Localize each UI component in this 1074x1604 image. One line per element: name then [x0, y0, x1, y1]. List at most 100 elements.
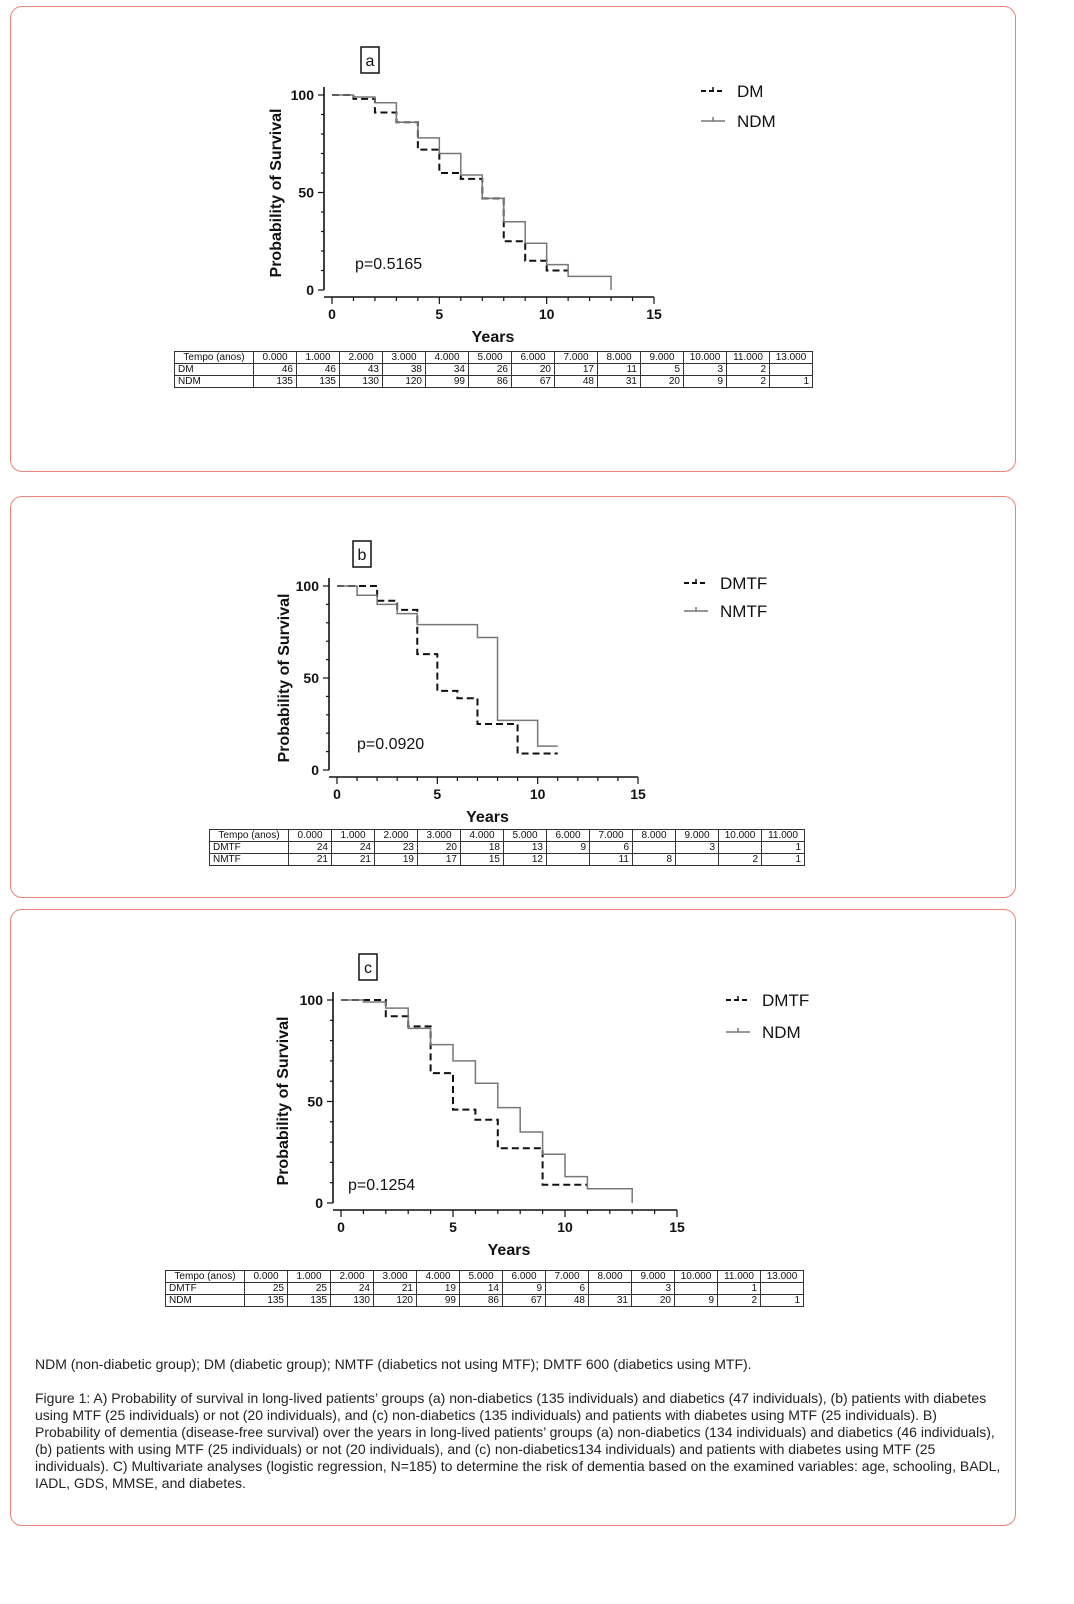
table-cell: 1: [761, 853, 805, 866]
table-cell: 11.000: [717, 1270, 761, 1283]
table-cell: 120: [373, 1294, 417, 1307]
table-cell: 0.000: [253, 351, 297, 364]
table-cell: 9: [683, 375, 727, 388]
table-cell: 43: [339, 363, 383, 376]
table-cell: 2.000: [374, 829, 418, 842]
table-cell: 4.000: [460, 829, 504, 842]
x-tick-label: 5: [449, 1219, 457, 1235]
y-axis-title: Probability of Survival: [268, 109, 285, 278]
x-tick-label: 0: [333, 786, 341, 802]
table-cell: 135: [244, 1294, 288, 1307]
table-cell: 20: [511, 363, 555, 376]
table-cell: 135: [296, 375, 340, 388]
table-cell: 120: [382, 375, 426, 388]
table-cell: 8.000: [588, 1270, 632, 1283]
y-tick-label: 100: [291, 87, 315, 103]
table-cell: 86: [468, 375, 512, 388]
table-cell: 4.000: [425, 351, 469, 364]
table-cell: 3: [683, 363, 727, 376]
table-row-label: Tempo (anos): [165, 1270, 245, 1283]
table-cell: 67: [511, 375, 555, 388]
table-cell: 20: [417, 841, 461, 854]
table-cell: 2.000: [330, 1270, 374, 1283]
table-cell: 24: [330, 1282, 374, 1295]
x-tick-label: 15: [669, 1219, 685, 1235]
table-cell: 2.000: [339, 351, 383, 364]
table-cell: 7.000: [554, 351, 598, 364]
series-line-ndm: [332, 94, 612, 290]
table-cell: 8: [632, 853, 676, 866]
table-cell: 9.000: [640, 351, 684, 364]
panel-label: b: [358, 547, 367, 564]
x-tick-label: 10: [557, 1219, 573, 1235]
at-risk-table-c: Tempo (anos) 0.000 1.000 2.000 3.000 4.000 5.0…: [165, 1270, 804, 1307]
table-cell: 3.000: [373, 1270, 417, 1283]
x-tick-label: 15: [646, 306, 662, 322]
legend-label-ndm: NDM: [737, 112, 776, 131]
table-cell: 4.000: [416, 1270, 460, 1283]
table-cell: 5.000: [459, 1270, 503, 1283]
table-row: DMTF 25 25 24 21 19 14 9 6 3 1: [165, 1282, 804, 1295]
table-cell: 5.000: [503, 829, 547, 842]
x-tick-label: 0: [337, 1219, 345, 1235]
table-header-row: Tempo (anos) 0.000 1.000 2.000 3.000 4.000 5.0…: [209, 829, 805, 842]
table-cell: 86: [459, 1294, 503, 1307]
panel-label: c: [364, 960, 372, 977]
y-tick-label: 100: [300, 992, 324, 1008]
table-cell: 1.000: [287, 1270, 331, 1283]
series-line-ndm: [341, 999, 633, 1203]
table-cell: 6: [545, 1282, 589, 1295]
table-row-label: NMTF: [209, 853, 289, 866]
panel-label: a: [366, 53, 375, 70]
series-line-nmtf: [337, 585, 558, 747]
table-cell: 38: [382, 363, 426, 376]
table-cell: 20: [640, 375, 684, 388]
table-cell: 5: [640, 363, 684, 376]
table-cell: 11.000: [761, 829, 805, 842]
table-row-label: DMTF: [165, 1282, 245, 1295]
table-row: NDM 135 135 130 120 99 86 67 48 31 20 9 2 1: [165, 1294, 804, 1307]
table-cell: [718, 841, 762, 854]
table-cell: 48: [545, 1294, 589, 1307]
table-cell: [588, 1282, 632, 1295]
panel-label-box: [360, 46, 380, 74]
table-row-label: DMTF: [209, 841, 289, 854]
x-axis-title: Years: [466, 809, 509, 826]
at-risk-table-b: Tempo (anos) 0.000 1.000 2.000 3.000 4.000 5.0…: [209, 829, 805, 866]
legend-label-ndm: NDM: [762, 1023, 801, 1042]
table-cell: [760, 1282, 804, 1295]
table-cell: [769, 363, 813, 376]
chart-b-svg: b 0 50 100 0 5 10 15 Years Probability of Surviva…: [276, 540, 767, 826]
series-line-dmtf: [341, 999, 588, 1186]
table-row-label: NDM: [165, 1294, 245, 1307]
table-cell: 2: [717, 1294, 761, 1307]
y-tick-label: 50: [298, 185, 314, 201]
table-cell: 1: [760, 1294, 804, 1307]
table-header-row: Tempo (anos) 0.000 1.000 2.000 3.000 4.000 5.0…: [165, 1270, 804, 1283]
legend-label-dmtf: DMTF: [720, 574, 767, 593]
table-cell: 1.000: [296, 351, 340, 364]
table-row: DMTF 24 24 23 20 18 13 9 6 3 1: [209, 841, 805, 854]
chart-panel-c: c 0 50 100 0 5 10 15 Years Probability of Surviva…: [10, 909, 1016, 1526]
table-cell: 6.000: [546, 829, 590, 842]
series-line-dm: [332, 94, 569, 272]
table-cell: 135: [253, 375, 297, 388]
figure-caption: Figure 1: A) Probability of survival in …: [35, 1390, 1001, 1491]
table-cell: 31: [597, 375, 641, 388]
table-cell: 11: [589, 853, 633, 866]
table-cell: 23: [374, 841, 418, 854]
table-cell: 19: [374, 853, 418, 866]
table-cell: 67: [502, 1294, 546, 1307]
table-cell: 99: [416, 1294, 460, 1307]
series-line-dmtf: [337, 585, 558, 755]
x-axis-title: Years: [472, 329, 515, 346]
table-cell: 1: [761, 841, 805, 854]
legend-label-dmtf: DMTF: [762, 991, 809, 1010]
legend-label-nmtf: NMTF: [720, 602, 767, 621]
table-cell: 9: [674, 1294, 718, 1307]
table-cell: 130: [330, 1294, 374, 1307]
table-cell: 48: [554, 375, 598, 388]
table-cell: 46: [296, 363, 340, 376]
chart-panel-b: b 0 50 100 0 5 10 15 Years Probability of Surviva…: [10, 496, 1016, 898]
table-row-label: NDM: [174, 375, 254, 388]
